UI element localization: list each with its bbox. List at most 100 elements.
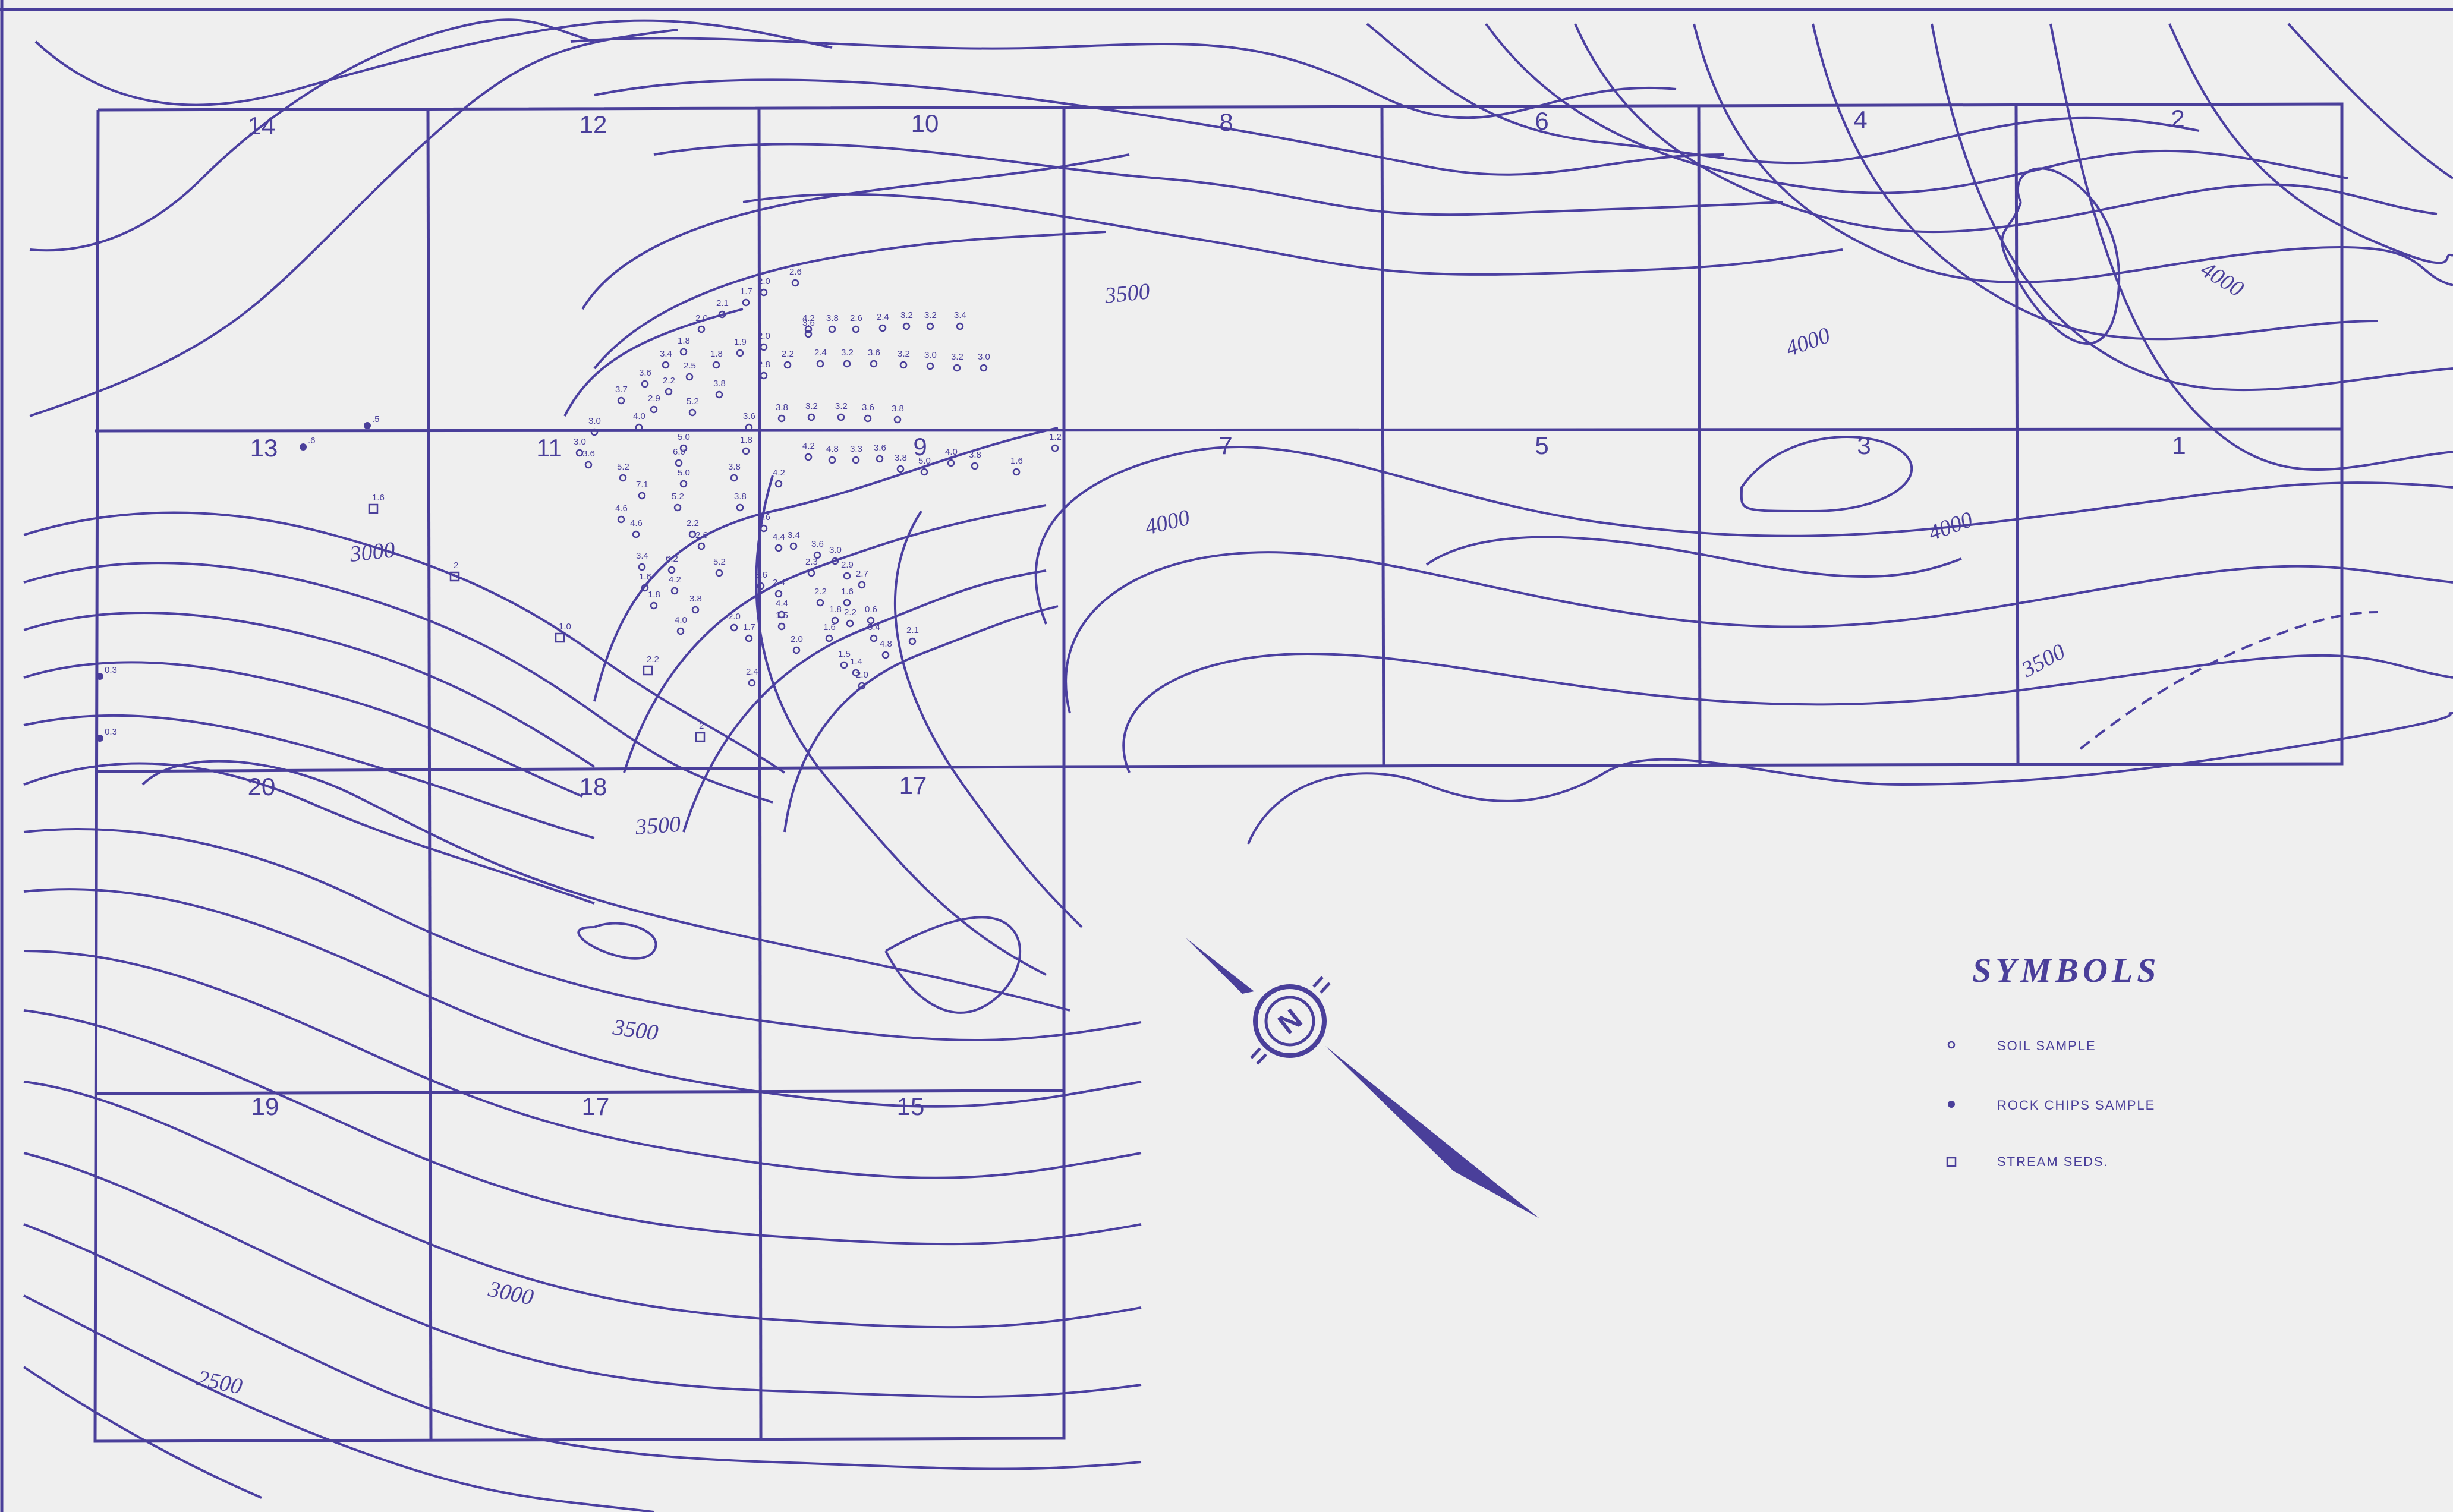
soil-sample-point <box>807 413 815 421</box>
section-label: 2 <box>2171 105 2184 133</box>
north-arrow: N <box>1186 938 1539 1218</box>
soil-sample-value: 2.0 <box>758 331 770 341</box>
contour-label: 4000 <box>1142 505 1192 540</box>
soil-sample-point <box>685 373 694 381</box>
soil-sample-value: 1.8 <box>710 349 723 359</box>
section-numbers: 14 12 10 8 6 4 2 13 11 9 7 5 3 1 20 18 1… <box>248 105 2186 1120</box>
soil-sample-point <box>742 447 750 455</box>
soil-sample-value: 3.0 <box>978 352 990 362</box>
soil-sample-value: 2.1 <box>716 298 729 308</box>
soil-sample-point <box>843 598 851 607</box>
soil-sample-point <box>926 362 934 370</box>
soil-sample-point <box>691 606 700 614</box>
soil-sample-point <box>584 461 593 469</box>
soil-sample-point <box>718 310 726 319</box>
soil-sample-point <box>679 444 688 452</box>
soil-sample-point <box>777 610 786 619</box>
soil-sample-value: 4.8 <box>826 444 839 454</box>
contour-label: 2500 <box>195 1366 244 1400</box>
soil-sample-value: 5.0 <box>678 432 690 442</box>
soil-sample-value: 3.6 <box>639 368 651 378</box>
soil-sample-value: 5.2 <box>672 492 684 502</box>
soil-sample-value: 2.2 <box>814 587 827 597</box>
section-label: 6 <box>1535 107 1548 135</box>
section-grid <box>93 102 2344 1443</box>
soil-sample-point <box>980 364 988 372</box>
soil-sample-value: 3.7 <box>615 385 628 395</box>
legend-rock-label: ROCK CHIPS SAMPLE <box>1997 1098 2155 1113</box>
soil-sample-value: 3.0 <box>574 437 586 447</box>
soil-sample-point <box>590 428 599 436</box>
section-label: 7 <box>1218 431 1232 459</box>
soil-sample-point <box>852 325 860 333</box>
soil-sample-value: 4.8 <box>880 639 892 649</box>
section-label: 19 <box>251 1092 279 1120</box>
soil-sample-point <box>748 679 756 687</box>
soil-sample-point <box>760 524 768 533</box>
soil-sample-value: 2.6 <box>695 530 708 540</box>
soil-sample-value: 3.6 <box>743 411 755 421</box>
rock-chip-value: 0.3 <box>105 665 117 675</box>
rock-chip-point <box>364 422 371 429</box>
rock-chip-point <box>96 673 103 680</box>
soil-sample-point <box>804 330 813 338</box>
soil-sample-point <box>635 423 643 431</box>
soil-sample-point <box>777 414 786 423</box>
stream-sediment-point <box>449 571 460 582</box>
soil-sample-value: 3.4 <box>636 551 648 561</box>
soil-sample-point <box>825 634 833 642</box>
soil-sample-point <box>760 371 768 380</box>
soil-sample-value: 3.0 <box>924 350 937 360</box>
soil-sample-value: 3.8 <box>734 492 747 502</box>
soil-sample-point <box>665 388 673 396</box>
soil-sample-point <box>730 623 738 632</box>
soil-sample-value: 3.2 <box>900 310 913 320</box>
soil-sample-point <box>617 515 625 524</box>
soil-sample-value: 3.8 <box>713 379 726 389</box>
stream-sediment-samples: 1.6 2 1.0 2.2 2 <box>368 493 706 742</box>
section-label: 17 <box>899 771 927 799</box>
soil-sample-point <box>670 587 679 595</box>
soil-sample-point <box>816 360 824 368</box>
soil-sample-value: 3.3 <box>850 444 862 454</box>
soil-sample-point <box>870 634 878 642</box>
soil-sample-value: 6.2 <box>666 554 678 564</box>
rock-chip-point <box>300 443 307 451</box>
soil-sample-point <box>947 459 955 467</box>
soil-sample-point <box>760 288 768 297</box>
soil-sample-value: 1.5 <box>776 610 788 620</box>
soil-sample-value: 5.2 <box>687 396 699 407</box>
soil-sample-value: 2.0 <box>856 670 868 680</box>
soil-sample-value: 3.6 <box>811 539 824 549</box>
soil-sample-point <box>876 455 884 463</box>
soil-sample-point <box>971 462 979 470</box>
stream-sediment-point <box>695 732 706 742</box>
soil-sample-point <box>852 456 860 464</box>
soil-sample-value: 2.0 <box>791 634 803 644</box>
soil-sample-point <box>881 651 890 659</box>
soil-sample-point <box>641 380 649 388</box>
soil-sample-value: 2.5 <box>684 361 696 371</box>
stream-sediment-value: 2 <box>454 560 458 571</box>
stream-sediment-point <box>643 665 653 676</box>
soil-sample-point <box>757 582 765 590</box>
soil-sample-value: 2.0 <box>695 313 708 323</box>
legend-stream-label: STREAM SEDS. <box>1997 1154 2109 1169</box>
soil-sample-value: 3.2 <box>898 349 910 359</box>
soil-sample-point <box>675 459 683 467</box>
stream-sediment-value: 2 <box>699 721 704 731</box>
soil-sample-value: 2.2 <box>687 518 699 528</box>
soil-sample-point <box>831 616 839 625</box>
soil-sample-value: 3.4 <box>954 310 966 320</box>
soil-sample-point <box>864 414 872 423</box>
section-label: 1 <box>2172 431 2186 459</box>
soil-sample-value: 4.2 <box>669 575 681 585</box>
contour-label: 3000 <box>348 537 396 567</box>
soil-sample-value: 3.4 <box>660 349 672 359</box>
soil-sample-point <box>828 456 836 464</box>
soil-sample-point <box>679 348 688 356</box>
soil-sample-point <box>688 530 697 538</box>
soil-sample-point <box>662 361 670 369</box>
soil-sample-point <box>715 390 723 399</box>
soil-sample-value: 2.3 <box>805 557 818 567</box>
